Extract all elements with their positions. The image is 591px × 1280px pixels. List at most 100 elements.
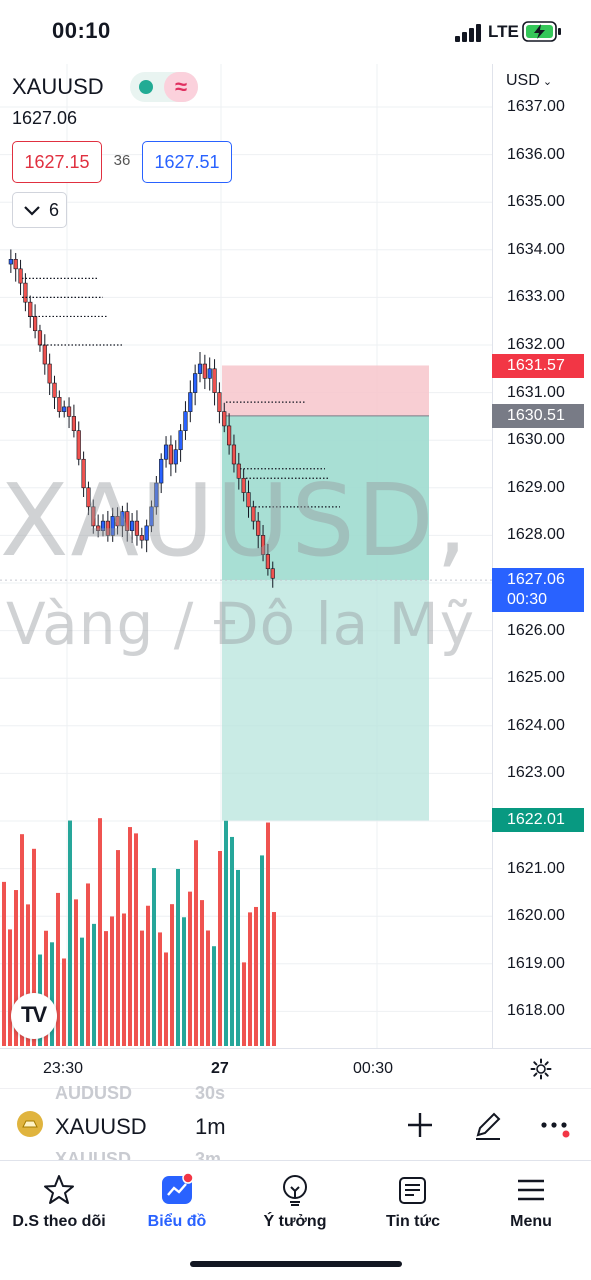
entry-price-tag: 1630.51 (492, 404, 584, 428)
candle-body (236, 463, 241, 479)
nav-ideas[interactable]: Ý tưởng (236, 1173, 354, 1231)
currency-selector[interactable]: USD ⌄ (506, 72, 552, 90)
legend-last-price: 1627.06 (12, 108, 78, 128)
candle-body (37, 330, 43, 346)
network-label: LTE (488, 22, 519, 41)
volume-bar (44, 930, 48, 1046)
profit-filled-zone (222, 415, 429, 581)
volume-bar (2, 881, 6, 1046)
price-tick-label: 1633.00 (507, 288, 565, 306)
volume-bar (146, 905, 150, 1046)
market-status-badge[interactable]: ≈ (130, 72, 198, 102)
price-tick-label: 1630.00 (507, 431, 565, 449)
candle-body (81, 458, 86, 489)
candle-body (251, 506, 256, 522)
volume-bar (152, 868, 156, 1046)
candle-body (130, 520, 135, 531)
volume-bar (248, 912, 252, 1046)
candle-body (23, 282, 28, 303)
watermark-subtitle: Vàng / Đô la Mỹ (6, 590, 476, 658)
price-tick-label: 1618.00 (507, 1002, 565, 1020)
volume-bar (104, 931, 108, 1046)
battery-charging-icon (522, 21, 561, 42)
current-price-value: 1627.06 (507, 571, 565, 588)
price-axis[interactable] (492, 64, 591, 1048)
candle-body (18, 268, 23, 284)
candle-body (115, 516, 120, 527)
candle-body (110, 516, 115, 536)
volume-bar (158, 932, 162, 1046)
candle-body (188, 392, 193, 412)
take-profit-zone (222, 580, 429, 821)
more-icon[interactable] (540, 1117, 572, 1139)
nav-news[interactable]: Tin tức (354, 1173, 472, 1231)
volume-bar (260, 855, 264, 1046)
tradingview-logo[interactable]: TV (11, 993, 57, 1039)
symbol-selector[interactable]: XAUUSD (55, 1114, 147, 1139)
time-axis[interactable]: 23:30 27 00:30 (0, 1048, 591, 1088)
signal-icon (455, 24, 481, 42)
candle-body (207, 368, 212, 379)
indicators-toggle[interactable]: 6 (12, 192, 67, 228)
legend-symbol[interactable]: XAUUSD (12, 74, 104, 100)
price-tick-label: 1626.00 (507, 621, 565, 639)
volume-bar (242, 962, 246, 1046)
volume-bar (50, 942, 54, 1046)
volume-bar (98, 818, 102, 1046)
candle-body (265, 554, 271, 570)
volume-bar (116, 850, 120, 1046)
candle-body (270, 568, 275, 579)
time-label: 27 (211, 1060, 229, 1077)
gear-icon[interactable] (530, 1058, 552, 1080)
volume-bar (266, 822, 270, 1046)
volume-bar (8, 929, 12, 1046)
price-tick-label: 1625.00 (507, 669, 565, 687)
candle-body (222, 411, 227, 427)
price-tick-label: 1634.00 (507, 240, 565, 258)
stop-loss-price-tag: 1631.57 (492, 354, 584, 378)
symbol-toolbar: AUDUSD 30s XAUUSD 3m XAUUSD 1m (0, 1083, 591, 1169)
indicator-count: 6 (49, 200, 60, 220)
volume-bar (68, 820, 72, 1046)
nav-chart[interactable]: Biểu đồ (118, 1173, 236, 1231)
price-tick-label: 1636.00 (507, 145, 565, 163)
candle-body (91, 506, 96, 527)
price-tick-label: 1624.00 (507, 716, 565, 734)
candle-body (71, 416, 76, 431)
bar-countdown: 00:30 (507, 591, 548, 608)
price-tick-label: 1619.00 (507, 954, 565, 972)
volume-bar (200, 900, 204, 1046)
newspaper-icon (399, 1177, 426, 1204)
volume-bar (194, 840, 198, 1046)
candle-body (96, 525, 101, 531)
candle-body (13, 259, 18, 270)
buy-button[interactable]: 1627.51 (142, 141, 232, 183)
nav-label: D.S theo dõi (12, 1213, 106, 1230)
gold-bar-icon (17, 1111, 43, 1137)
volume-bar (128, 827, 132, 1046)
price-tick-label: 1635.00 (507, 193, 565, 211)
interval-selector[interactable]: 1m (195, 1114, 226, 1139)
candle-body (149, 506, 154, 527)
price-tick-label: 1628.00 (507, 526, 565, 544)
candle-body (256, 520, 261, 536)
price-tick-label: 1621.00 (507, 859, 565, 877)
candle-body (139, 535, 144, 541)
candle-body (231, 444, 237, 465)
hamburger-icon (518, 1179, 544, 1201)
volume-bar (32, 848, 36, 1046)
candle-body (57, 397, 62, 412)
take-profit-price-tag: 1622.01 (492, 808, 584, 832)
sell-button[interactable]: 1627.15 (12, 141, 102, 183)
nav-menu[interactable]: Menu (472, 1173, 590, 1231)
candle-body (154, 482, 159, 508)
candle-body (66, 406, 72, 417)
plus-icon[interactable] (405, 1110, 435, 1140)
volume-bar (56, 892, 60, 1046)
ghost-symbol: AUDUSD (55, 1083, 133, 1103)
candle-body (173, 449, 178, 465)
legend-symbol-label: XAUUSD (12, 74, 104, 99)
volume-bar (230, 836, 234, 1046)
nav-watchlist[interactable]: D.S theo dõi (0, 1173, 118, 1231)
pen-icon[interactable] (472, 1109, 504, 1141)
